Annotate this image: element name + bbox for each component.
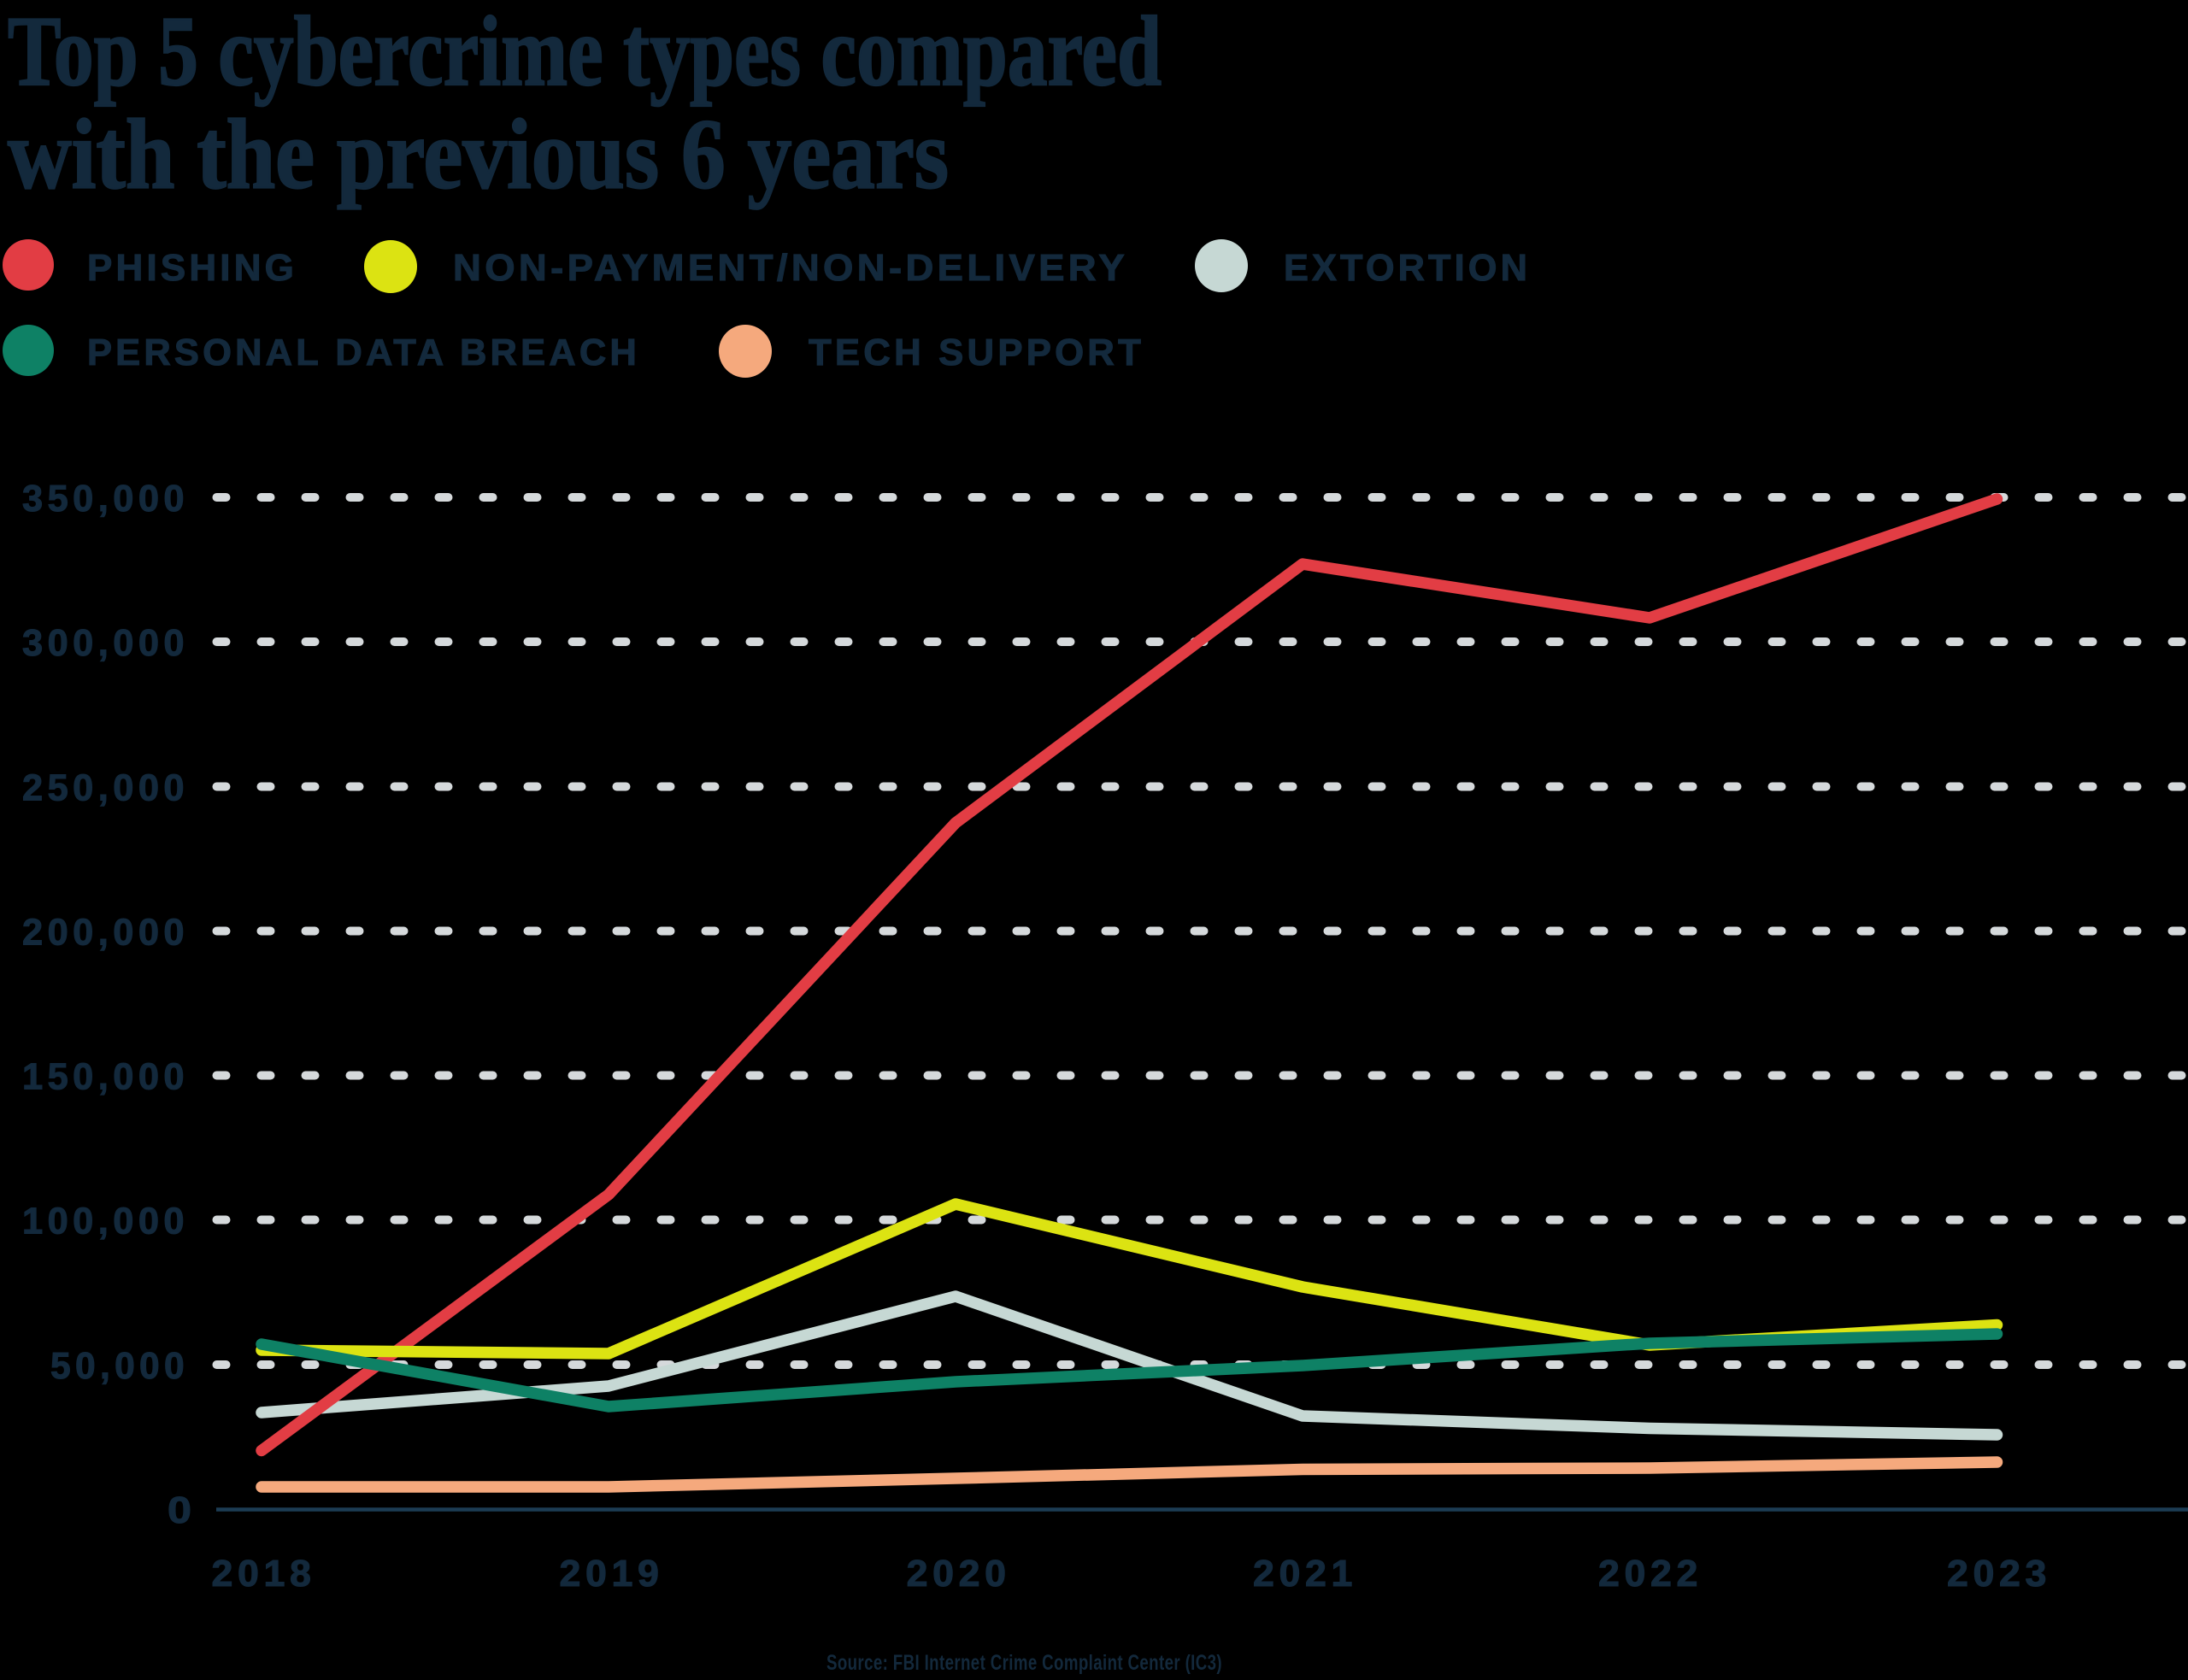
svg-text:200,000: 200,000 xyxy=(22,912,189,954)
svg-text:150,000: 150,000 xyxy=(22,1056,189,1098)
svg-text:2018: 2018 xyxy=(212,1553,316,1595)
svg-text:50,000: 50,000 xyxy=(50,1345,189,1387)
svg-text:PERSONAL DATA BREACH: PERSONAL DATA BREACH xyxy=(87,332,640,373)
svg-text:2019: 2019 xyxy=(560,1553,664,1595)
svg-text:NON-PAYMENT/NON-DELIVERY: NON-PAYMENT/NON-DELIVERY xyxy=(453,247,1128,289)
svg-text:Source: FBI Internet Crime Com: Source: FBI Internet Crime Complaint Cen… xyxy=(826,1651,1222,1675)
svg-text:EXTORTION: EXTORTION xyxy=(1284,247,1531,289)
svg-text:PHISHING: PHISHING xyxy=(87,247,297,289)
svg-text:2022: 2022 xyxy=(1598,1553,1703,1595)
svg-text:2020: 2020 xyxy=(907,1553,1011,1595)
svg-text:350,000: 350,000 xyxy=(22,478,189,520)
svg-text:300,000: 300,000 xyxy=(22,622,189,664)
svg-text:TECH SUPPORT: TECH SUPPORT xyxy=(809,332,1144,373)
svg-text:250,000: 250,000 xyxy=(22,767,189,809)
svg-text:2023: 2023 xyxy=(1947,1553,2051,1595)
svg-text:2021: 2021 xyxy=(1253,1553,1357,1595)
svg-text:Top 5 cybercrime types compare: Top 5 cybercrime types compared xyxy=(8,0,1162,107)
svg-text:with the previous 6 years: with the previous 6 years xyxy=(8,100,949,210)
svg-text:0: 0 xyxy=(168,1489,191,1531)
svg-text:100,000: 100,000 xyxy=(22,1201,189,1242)
